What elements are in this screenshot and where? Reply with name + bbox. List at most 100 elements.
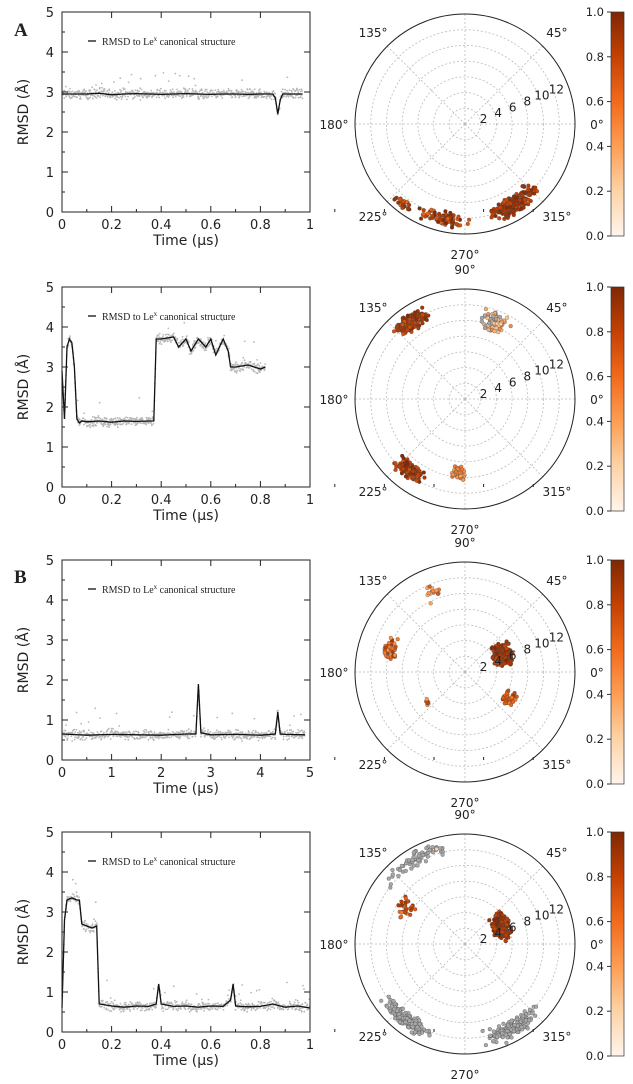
raw-point [91,424,93,427]
y-tick-label: 3 [46,634,54,649]
raw-point [256,359,258,361]
raw-point [155,96,158,99]
radial-tick-label: 10 [534,637,549,651]
raw-point [221,97,224,99]
raw-point [198,97,201,100]
raw-point [234,363,237,366]
x-tick-label: 0.4 [151,218,172,233]
raw-point [84,738,86,741]
polar-point [421,208,426,213]
raw-point [158,332,161,335]
raw-point [162,92,165,94]
raw-point [99,717,101,719]
raw-point [212,732,214,734]
raw-point [188,88,191,90]
angle-label: 135° [359,26,388,40]
raw-point [185,729,188,732]
raw-point [306,1003,309,1006]
raw-point [78,94,80,97]
raw-point [120,95,122,98]
polar-point [491,1029,496,1034]
raw-point [203,1010,205,1012]
raw-point [249,360,252,363]
raw-point [98,416,100,419]
raw-point [146,418,149,421]
raw-point [99,96,102,99]
raw-point [294,96,297,99]
raw-point [204,342,207,344]
legend-label: RMSD to Lex canonical structure [102,310,236,323]
raw-point [176,88,178,91]
raw-point [111,91,114,94]
raw-point [164,991,166,994]
raw-point [208,1003,211,1005]
raw-point [250,368,253,371]
raw-point [92,930,95,933]
raw-point [207,95,210,98]
raw-point [274,738,277,741]
polar-point [491,921,496,926]
polar-point [509,1035,514,1040]
raw-point [68,96,71,98]
polar-point [491,1039,496,1044]
raw-point [205,349,208,351]
angle-label: 45° [546,574,567,588]
raw-point [75,728,78,731]
raw-point [266,1009,269,1012]
raw-point [100,730,103,733]
raw-point [73,895,76,898]
raw-point [174,72,177,75]
raw-point [168,736,171,739]
polar-point [400,202,405,207]
angle-label: 225° [359,485,388,499]
polar-point [497,911,503,916]
raw-point [184,90,187,93]
y-tick-label: 2 [46,401,54,416]
raw-point [121,96,124,99]
radial-gridline [401,335,529,463]
raw-point [288,1000,291,1003]
raw-point [116,94,118,97]
raw-point [145,423,148,426]
polar-point [512,690,517,696]
polar-point [407,467,412,472]
raw-point [103,731,105,734]
colorbar-tick-label: 0.8 [586,598,604,612]
radial-tick-label: 4 [494,654,502,668]
raw-point [75,711,78,714]
raw-point [118,96,120,99]
polar-point [502,643,507,649]
raw-point [96,89,98,91]
raw-point [219,1007,222,1009]
raw-point [136,737,139,740]
raw-point [252,729,255,732]
raw-point [182,94,184,97]
raw-point [89,89,92,92]
raw-point [211,1008,214,1010]
raw-point [294,1003,296,1006]
polar-point [417,206,422,211]
raw-point [106,89,109,92]
polar-point [504,658,509,663]
polar-point [401,315,406,320]
polar-point [417,314,422,319]
raw-point [71,731,74,734]
colorbar-tick-label: 0.8 [586,50,604,64]
y-tick-label: 3 [46,906,54,921]
raw-point [245,732,247,735]
rmsd-series-line [62,92,303,115]
raw-point [236,369,239,372]
raw-point [187,735,189,738]
raw-point [124,421,127,424]
raw-point [95,84,97,86]
raw-point [74,95,76,98]
raw-point [69,91,72,94]
raw-point [221,319,224,322]
raw-point [191,343,194,346]
angular-gridline [464,320,544,400]
raw-point [115,712,118,715]
colorbar [610,11,625,237]
y-tick-label: 2 [46,946,54,961]
raw-point [94,920,97,923]
raw-point [256,372,259,375]
